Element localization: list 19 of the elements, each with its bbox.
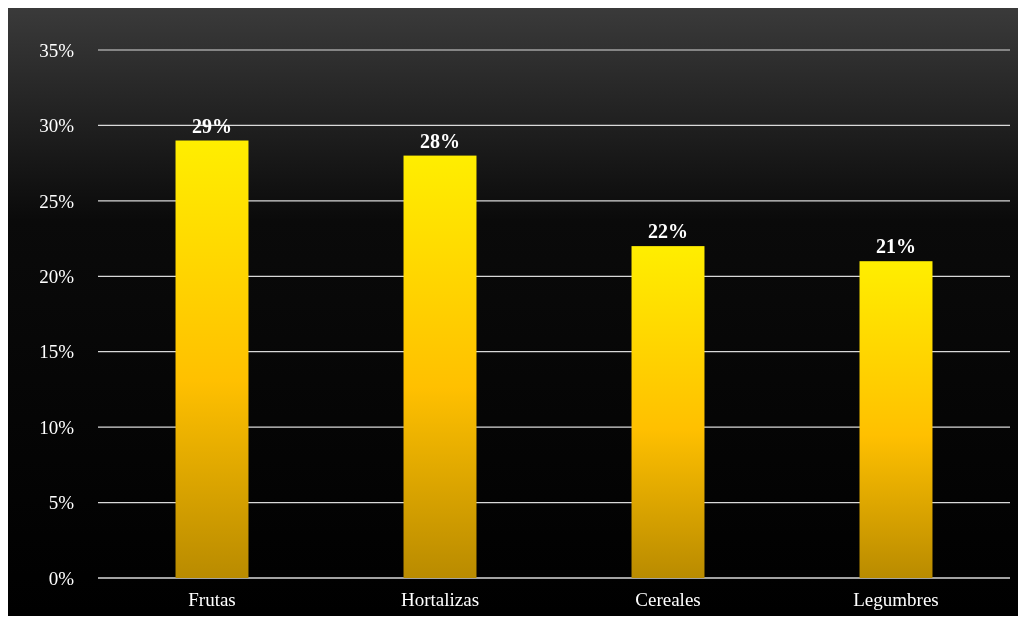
data-label: 22% bbox=[648, 220, 688, 243]
data-label: 28% bbox=[420, 129, 460, 152]
y-tick-label: 5% bbox=[48, 492, 75, 514]
y-tick-label: 0% bbox=[48, 567, 75, 589]
x-tick-label: Cereales bbox=[635, 589, 701, 610]
y-tick-label: 30% bbox=[39, 115, 75, 137]
y-tick-label: 20% bbox=[39, 265, 75, 287]
y-tick-label: 35% bbox=[39, 39, 75, 61]
y-tick-label: 25% bbox=[39, 190, 75, 212]
x-tick-label: Frutas bbox=[188, 589, 236, 610]
x-tick-label: Hortalizas bbox=[400, 589, 480, 610]
y-tick-label: 15% bbox=[39, 341, 75, 363]
bar bbox=[859, 261, 933, 578]
bar bbox=[631, 246, 705, 578]
x-tick-label: Legumbres bbox=[853, 589, 939, 610]
bar bbox=[175, 140, 249, 578]
bar bbox=[403, 155, 477, 578]
y-tick-label: 10% bbox=[39, 416, 75, 438]
data-label: 21% bbox=[876, 235, 916, 258]
